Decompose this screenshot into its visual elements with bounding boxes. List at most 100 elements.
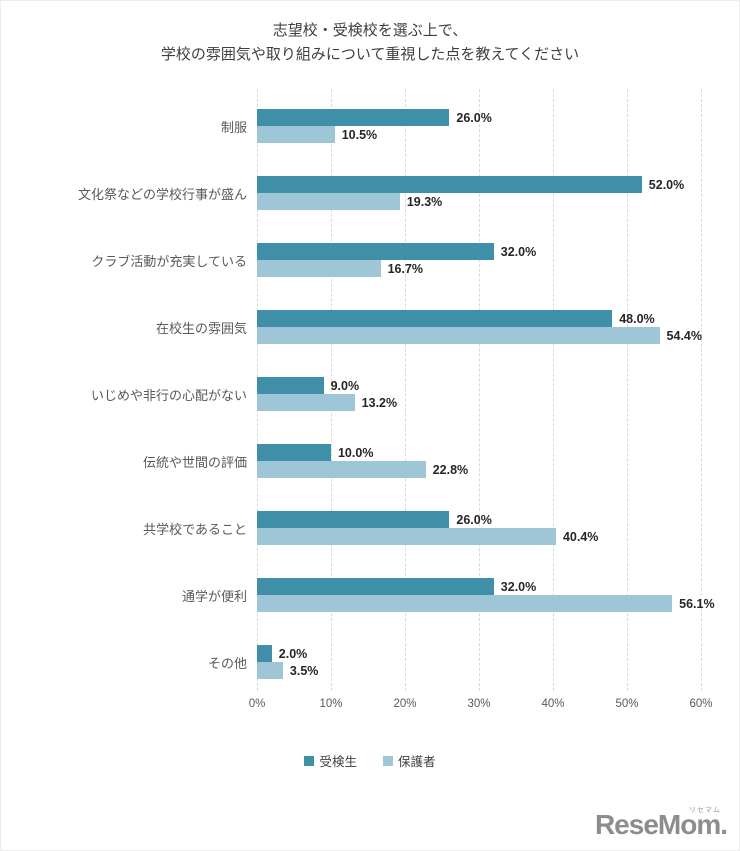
bar-row: 22.8% xyxy=(257,461,701,478)
legend-swatch xyxy=(383,755,393,766)
x-axis-tick: 60% xyxy=(689,698,713,710)
bar-row: 48.0% xyxy=(257,310,701,327)
bar-group: 伝統や世間の評価 10.0% 22.8% xyxy=(143,444,701,478)
value-label: 32.0% xyxy=(500,579,537,594)
value-label: 22.8% xyxy=(432,462,469,477)
bar-row: 26.0% xyxy=(257,109,701,126)
bar-series-guardian xyxy=(257,528,556,545)
category-label: いじめや非行の心配がない xyxy=(90,387,247,403)
legend-item: 受検生 xyxy=(304,751,357,770)
value-label: 26.0% xyxy=(456,512,492,527)
value-label: 10.0% xyxy=(337,445,374,460)
value-label: 9.0% xyxy=(330,378,360,393)
value-label: 52.0% xyxy=(648,177,685,192)
value-label: 13.2% xyxy=(361,395,398,410)
value-label: 2.0% xyxy=(278,646,308,661)
x-axis-tick: 10% xyxy=(319,698,343,710)
gridline xyxy=(404,89,406,691)
bar-group: 在校生の雰囲気 48.0% 54.4% xyxy=(156,310,702,344)
bar-series-examinee xyxy=(257,243,494,260)
bar-row: 3.5% xyxy=(257,662,701,679)
x-axis-tick: 20% xyxy=(393,698,417,710)
x-axis-tick: 0% xyxy=(248,698,266,710)
gridline xyxy=(627,89,628,691)
bar-group: クラブ活動が充実している 32.0% 16.7% xyxy=(91,243,701,277)
gridline xyxy=(479,89,480,691)
bar-group: その他 2.0% 3.5% xyxy=(208,645,701,679)
bar-row: 40.4% xyxy=(257,528,701,545)
bar-series-guardian xyxy=(257,394,355,411)
gridline xyxy=(552,89,554,691)
bar-series-examinee xyxy=(257,511,450,528)
bar-series-guardian xyxy=(257,595,673,612)
value-label: 26.0% xyxy=(456,110,492,125)
value-label: 16.7% xyxy=(387,261,424,276)
value-label: 54.4% xyxy=(666,328,702,343)
category-label: クラブ活動が充実している xyxy=(91,253,247,269)
bar-row: 16.7% xyxy=(257,260,701,277)
value-label: 48.0% xyxy=(619,311,655,326)
bar-series-guardian xyxy=(257,260,381,277)
bar-row: 19.3% xyxy=(257,193,701,210)
x-axis: 0% 10% 20% 30% 40% 50% 60% xyxy=(249,698,713,714)
bar-row: 32.0% xyxy=(257,578,701,595)
bar-series-examinee xyxy=(257,578,494,595)
legend-label: 保護者 xyxy=(398,755,436,769)
plot-area: 制服 26.0% 10.5% 文化祭などの学校行事が盛ん 52.0% 19.3% クラブ活動… xyxy=(78,89,715,691)
bar-series-guardian xyxy=(257,126,335,143)
category-label: 共学校であること xyxy=(143,521,247,537)
category-label: 制服 xyxy=(220,119,247,135)
bar-row: 10.5% xyxy=(257,126,701,143)
bar-series-examinee xyxy=(257,444,331,461)
bar-row: 56.1% xyxy=(257,595,715,612)
category-label: 伝統や世間の評価 xyxy=(142,454,247,470)
x-axis-tick: 50% xyxy=(615,698,639,710)
gridline xyxy=(330,89,332,691)
value-label: 19.3% xyxy=(406,194,443,209)
bar-series-examinee xyxy=(257,176,642,193)
chart-title-line2: 学校の雰囲気や取り組みについて重視した点を教えてください xyxy=(160,46,580,63)
legend: 受検生 保護者 xyxy=(1,751,739,770)
bar-series-guardian xyxy=(257,461,426,478)
legend-swatch xyxy=(304,755,315,766)
category-label: 通学が便利 xyxy=(181,588,247,604)
bar-series-examinee xyxy=(257,310,613,327)
bar-row: 26.0% xyxy=(257,511,701,528)
value-label: 3.5% xyxy=(289,663,319,678)
bar-group: 共学校であること 26.0% 40.4% xyxy=(143,511,701,545)
chart-title-line1: 志望校・受検校を選ぶ上で、 xyxy=(272,22,468,39)
resemom-logo-text: ReseMom. xyxy=(594,809,728,840)
gridline xyxy=(701,89,702,691)
category-label: その他 xyxy=(207,655,247,671)
bar-group: 通学が便利 32.0% 56.1% xyxy=(182,578,715,612)
value-label: 56.1% xyxy=(679,596,715,611)
bar-row: 2.0% xyxy=(257,645,701,662)
x-axis-tick: 40% xyxy=(541,698,565,710)
resemom-logo: リセマム ReseMom. xyxy=(594,807,728,841)
bar-series-guardian xyxy=(257,662,283,679)
value-label: 40.4% xyxy=(562,529,599,544)
bar-row: 54.4% xyxy=(257,327,702,344)
legend-item: 保護者 xyxy=(383,751,436,770)
bar-row: 9.0% xyxy=(257,377,701,394)
bar-series-guardian xyxy=(257,327,660,344)
bar-row: 13.2% xyxy=(257,394,701,411)
bar-group: 文化祭などの学校行事が盛ん 52.0% 19.3% xyxy=(78,176,701,210)
value-label: 32.0% xyxy=(500,244,537,259)
x-axis-tick: 30% xyxy=(467,698,491,710)
bar-row: 52.0% xyxy=(257,176,701,193)
value-label: 10.5% xyxy=(341,127,378,142)
bar-series-examinee xyxy=(257,645,272,662)
bar-group: 制服 26.0% 10.5% xyxy=(221,109,701,143)
category-label: 在校生の雰囲気 xyxy=(155,320,247,336)
bar-series-examinee xyxy=(257,377,324,394)
resemom-logo-ruby: リセマム xyxy=(689,807,721,814)
chart-title: 志望校・受検校を選ぶ上で、 学校の雰囲気や取り組みについて重視した点を教えてくだ… xyxy=(1,19,739,67)
bar-row: 10.0% xyxy=(257,444,701,461)
bar-series-guardian xyxy=(257,193,400,210)
bar-group: いじめや非行の心配がない 9.0% 13.2% xyxy=(91,377,701,411)
bar-row: 32.0% xyxy=(257,243,701,260)
bar-series-examinee xyxy=(257,109,450,126)
legend-label: 受検生 xyxy=(319,755,357,769)
